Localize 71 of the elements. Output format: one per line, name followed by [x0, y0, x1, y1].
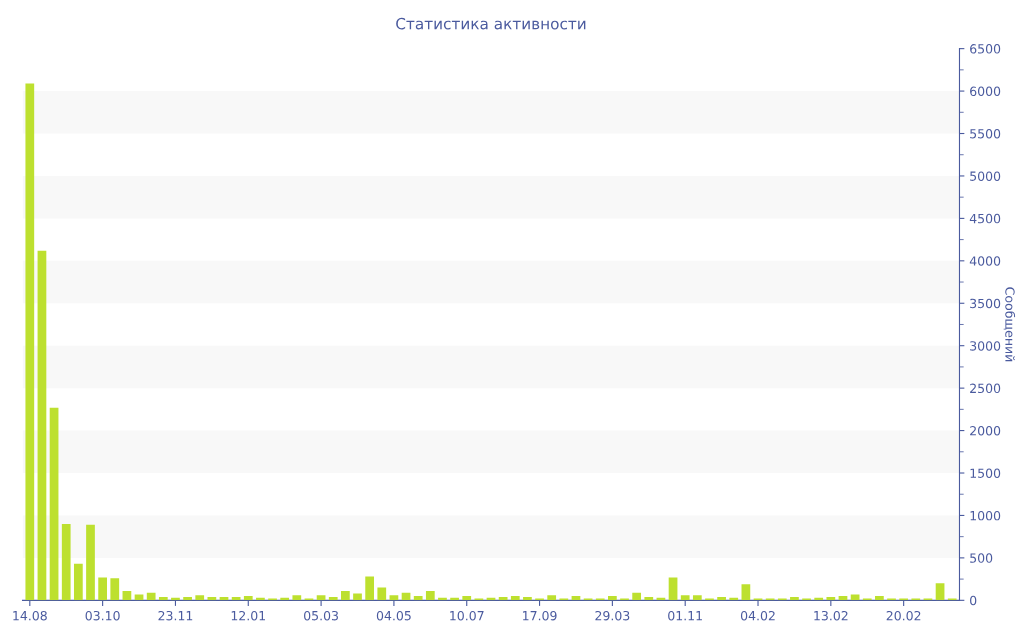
y2-tick-label: 5500	[970, 128, 1001, 139]
bar	[741, 584, 751, 601]
bar	[61, 523, 71, 601]
bar	[243, 596, 253, 601]
bar	[231, 596, 241, 601]
chart-title: Статистика активности	[396, 17, 586, 30]
bar	[790, 596, 799, 601]
bar	[523, 596, 532, 601]
y2-tick-label: 2000	[970, 426, 1001, 436]
bar	[86, 524, 95, 601]
bar	[37, 250, 47, 601]
bar	[183, 596, 192, 601]
x-tick-label: 13.02	[814, 610, 848, 621]
x-tick-label: 12.01	[231, 610, 266, 621]
y2-axis-title: Сообщений	[1003, 287, 1016, 362]
bar	[73, 563, 83, 601]
y2-tick-label: 6000	[970, 86, 1001, 96]
y2-tick-label: 3000	[970, 341, 1001, 351]
bar	[110, 578, 120, 601]
bar	[462, 596, 472, 601]
bar	[49, 407, 59, 601]
bar	[365, 576, 375, 601]
x-tick-label: 05.03	[304, 610, 338, 621]
bar	[377, 587, 387, 601]
y2-tick-label: 4500	[969, 213, 1001, 224]
bar	[146, 592, 156, 601]
bar	[692, 595, 702, 601]
x-tick-label: 01.11	[668, 610, 702, 621]
x-tick-label: 17.09	[523, 610, 557, 621]
y2-tick-label: 500	[970, 553, 993, 563]
bar	[25, 83, 35, 601]
bar	[850, 594, 860, 601]
y2-tick-label: 5000	[970, 171, 1001, 181]
y2-tick-label: 0	[970, 595, 977, 606]
bar	[875, 596, 884, 601]
bar	[341, 590, 350, 601]
bar	[195, 595, 205, 601]
bar	[608, 596, 617, 601]
bar	[98, 577, 107, 601]
bar	[717, 596, 726, 601]
x-tick-label: 10.07	[450, 610, 484, 621]
y2-tick-label: 1500	[970, 468, 1001, 478]
bar	[510, 596, 520, 601]
bar	[498, 596, 508, 601]
bar	[292, 595, 302, 601]
y2-tick-label: 6500	[970, 44, 1001, 54]
x-tick-label: 04.02	[740, 610, 775, 621]
x-tick-label: 29.03	[595, 610, 630, 621]
bar	[935, 583, 945, 601]
bar	[158, 596, 168, 601]
y2-tick-label: 3500	[970, 298, 1001, 309]
bar	[353, 593, 362, 601]
bar	[547, 595, 557, 601]
bar	[680, 595, 690, 601]
x-tick-label: 04.05	[376, 610, 411, 621]
bar	[328, 596, 338, 601]
x-tick-label: 23.11	[158, 610, 193, 621]
bar	[632, 592, 642, 601]
bar	[425, 590, 435, 601]
x-tick-label: 20.02	[886, 610, 921, 621]
bar	[668, 577, 678, 601]
y2-tick-label: 2500	[970, 383, 1001, 394]
bar	[644, 596, 654, 601]
bar	[826, 596, 836, 601]
bar	[413, 596, 423, 601]
x-tick-label: 03.10	[85, 610, 120, 621]
y2-tick-label: 1000	[970, 510, 1001, 521]
bar	[207, 596, 217, 601]
x-tick-label: 14.08	[13, 610, 47, 621]
bar	[134, 594, 144, 601]
y2-tick-label: 4000	[969, 256, 1001, 266]
